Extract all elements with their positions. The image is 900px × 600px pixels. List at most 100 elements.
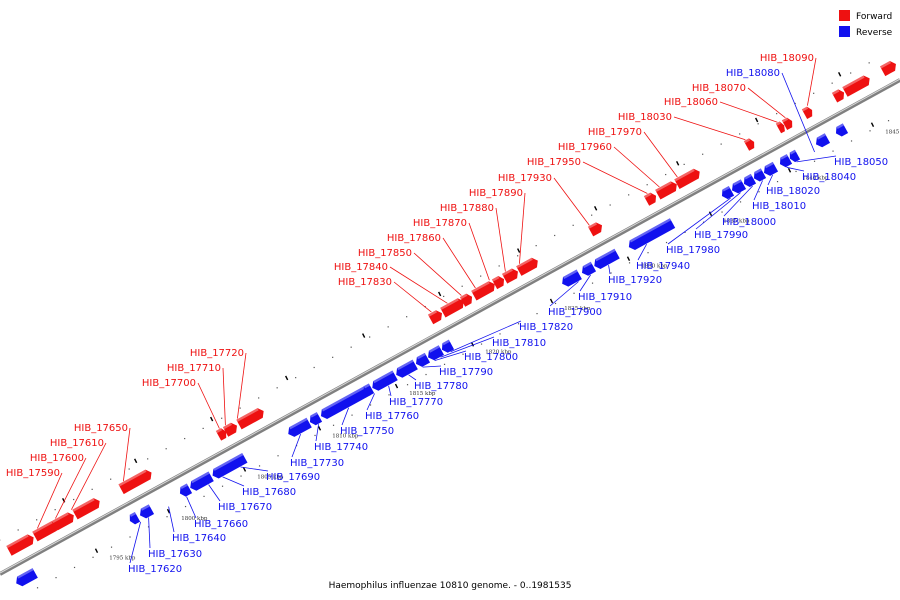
forward-gene-box xyxy=(674,168,700,189)
gene-label-hib-17600: HIB_17600 xyxy=(30,453,84,464)
reverse-gene-box xyxy=(415,352,431,367)
reverse-gene-box xyxy=(288,417,312,437)
gene-label-hib-17850: HIB_17850 xyxy=(358,248,412,259)
forward-gene-box xyxy=(775,121,785,134)
tick-label: 1830 kbp xyxy=(641,264,668,270)
forward-gene-box xyxy=(516,257,538,276)
gene-label-hib-17920: HIB_17920 xyxy=(608,275,662,286)
gene-label-hib-18040: HIB_18040 xyxy=(802,172,856,183)
reverse-gene-box xyxy=(320,385,372,420)
gene-label-hib-17950: HIB_17950 xyxy=(527,157,581,168)
forward-gene-box xyxy=(72,498,100,520)
forward-gene-box xyxy=(643,192,657,206)
gene-label-hib-17610: HIB_17610 xyxy=(50,438,104,449)
gene-label-hib-17810: HIB_17810 xyxy=(492,338,546,349)
forward-gene-box xyxy=(831,89,845,103)
gene-label-hib-18050: HIB_18050 xyxy=(834,157,888,168)
forward-gene-box xyxy=(743,138,755,151)
reverse-gene-box xyxy=(789,149,801,163)
gene-label-hib-18070: HIB_18070 xyxy=(692,83,746,94)
tick-label: 1795 kbp xyxy=(109,556,136,562)
tick-label: 1815 kbp xyxy=(409,391,436,397)
gene-label-hib-18090: HIB_18090 xyxy=(760,53,814,64)
gene-label-hib-17960: HIB_17960 xyxy=(558,142,612,153)
tick-label: 1825 kbp xyxy=(564,306,591,312)
major-ticks: 1795 kbp 1800 kbp 1805 kbp 1810 kbp 1815 kbp… xyxy=(62,72,900,562)
gene-label-hib-17800: HIB_17800 xyxy=(464,352,518,363)
legend-forward-swatch xyxy=(839,10,850,21)
reverse-gene-box xyxy=(396,359,418,378)
gene-labels: HIB_17590 HIB_17600 HIB_17610 HIB_17650 HIB_… xyxy=(6,53,888,575)
forward-gene-box xyxy=(781,117,793,131)
reverse-gene-box xyxy=(731,179,747,194)
gene-label-hib-17890: HIB_17890 xyxy=(469,188,523,199)
forward-gene-box xyxy=(471,281,495,301)
gene-label-hib-18010: HIB_18010 xyxy=(752,201,806,212)
gene-label-hib-18000: HIB_18000 xyxy=(722,217,776,228)
forward-gene-box xyxy=(236,408,264,430)
gene-label-hib-17720: HIB_17720 xyxy=(190,348,244,359)
gene-label-hib-17820: HIB_17820 xyxy=(519,322,573,333)
gene-label-hib-17730: HIB_17730 xyxy=(290,458,344,469)
reverse-gene-box xyxy=(753,168,767,182)
gene-label-hib-17630: HIB_17630 xyxy=(148,549,202,560)
gene-label-hib-17760: HIB_17760 xyxy=(365,411,419,422)
reverse-gene-box xyxy=(815,133,831,148)
tick-label: 1845 kbp xyxy=(885,130,900,136)
gene-label-hib-17670: HIB_17670 xyxy=(218,502,272,513)
gene-label-hib-17970: HIB_17970 xyxy=(588,127,642,138)
gene-label-hib-17840: HIB_17840 xyxy=(334,262,388,273)
gene-label-hib-17900: HIB_17900 xyxy=(548,307,602,318)
gene-label-hib-17620: HIB_17620 xyxy=(128,564,182,575)
reverse-gene-box xyxy=(129,511,141,525)
legend: Forward Reverse xyxy=(839,10,893,38)
reverse-gene-box xyxy=(212,453,248,479)
forward-gene-box xyxy=(801,106,813,120)
forward-gene-box xyxy=(655,181,677,200)
gene-label-hib-17750: HIB_17750 xyxy=(340,426,394,437)
forward-gene-box xyxy=(587,222,603,237)
forward-gene-box xyxy=(440,298,464,318)
forward-gene-box xyxy=(427,310,443,325)
gene-label-hib-17910: HIB_17910 xyxy=(578,292,632,303)
gene-label-hib-17830: HIB_17830 xyxy=(338,277,392,288)
reverse-gene-box xyxy=(190,471,214,491)
genome-caption: Haemophilus influenzae 10810 genome. - 0… xyxy=(329,581,572,591)
legend-forward-label: Forward xyxy=(856,12,892,22)
forward-gene-box xyxy=(118,469,152,495)
tick-label: 1835 kbp xyxy=(723,219,750,225)
gene-label-hib-17770: HIB_17770 xyxy=(389,397,443,408)
gene-label-hib-17700: HIB_17700 xyxy=(142,378,196,389)
gene-label-hib-17740: HIB_17740 xyxy=(314,442,368,453)
reverse-gene-box xyxy=(594,248,620,269)
gene-label-hib-18030: HIB_18030 xyxy=(618,112,672,123)
tick-label: 1800 kbp xyxy=(181,516,208,522)
reverse-gene-box xyxy=(139,504,155,519)
reverse-gene-box xyxy=(16,568,38,587)
gene-label-hib-17870: HIB_17870 xyxy=(413,218,467,229)
forward-gene-box xyxy=(459,293,473,307)
reverse-gene-box xyxy=(779,154,793,168)
reverse-gene-box xyxy=(562,269,582,287)
gene-label-hib-17660: HIB_17660 xyxy=(194,519,248,530)
tick-label: 1805 kbp xyxy=(257,474,284,480)
reverse-gene-box xyxy=(309,412,323,426)
legend-reverse-swatch xyxy=(839,26,850,37)
label-leader-lines xyxy=(37,57,837,564)
gene-label-hib-17860: HIB_17860 xyxy=(387,233,441,244)
reverse-gene-box xyxy=(743,173,757,187)
gene-label-hib-17980: HIB_17980 xyxy=(666,245,720,256)
gene-label-hib-18020: HIB_18020 xyxy=(766,186,820,197)
gene-label-hib-17790: HIB_17790 xyxy=(439,367,493,378)
reverse-gene-box xyxy=(581,261,597,276)
reverse-gene-box xyxy=(428,345,444,361)
gene-label-hib-17590: HIB_17590 xyxy=(6,468,60,479)
forward-gene-box xyxy=(52,512,74,531)
gene-label-hib-18060: HIB_18060 xyxy=(664,97,718,108)
forward-gene-box xyxy=(491,276,505,290)
reverse-gene-box xyxy=(363,383,375,396)
gene-label-hib-17690: HIB_17690 xyxy=(266,472,320,483)
gene-label-hib-17780: HIB_17780 xyxy=(414,381,468,392)
minor-tick-dots xyxy=(0,62,890,589)
